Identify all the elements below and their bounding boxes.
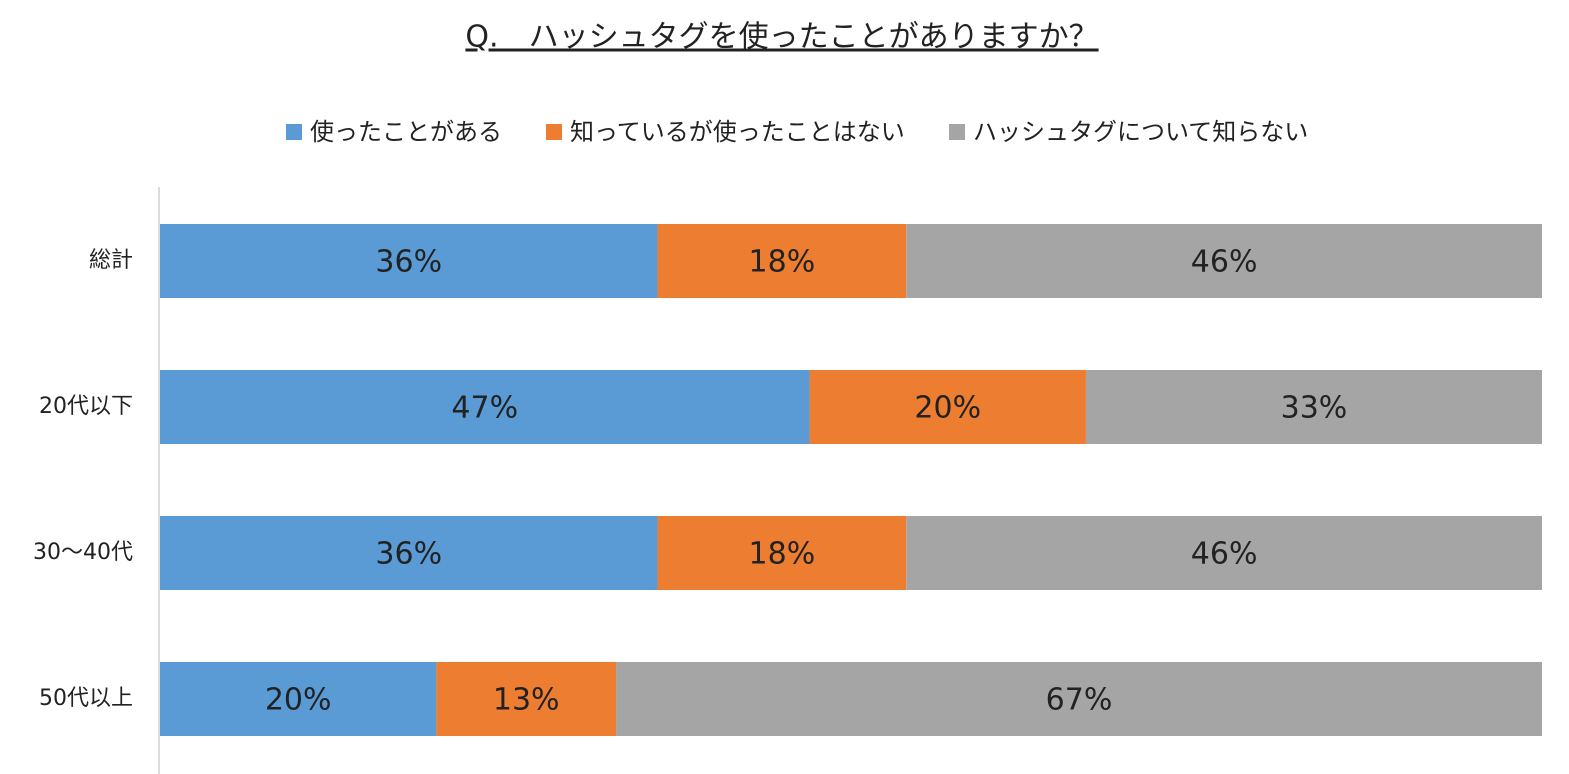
bar-segment [160,370,810,444]
bar-segment [436,662,617,736]
y-tick-label: 50代以上 [39,686,133,711]
bar-segment [616,662,1542,736]
y-tick-label: 30～40代 [33,540,133,565]
bar-segment [657,516,907,590]
chart-title: Q. ハッシュタグを使ったことがありますか？ [465,20,1098,55]
data-label: 46% [1191,537,1258,572]
y-tick-label: 総計 [89,248,133,273]
bar-segment [657,224,907,298]
y-tick-label: 20代以下 [39,394,133,419]
data-label: 18% [749,245,816,280]
bar-segment [160,516,658,590]
legend-swatch [286,124,302,140]
bar-segment [160,224,658,298]
bar-segment [1085,370,1542,444]
bar-segment [906,516,1542,590]
data-label: 20% [265,683,332,718]
bar-segment [160,662,437,736]
data-label: 13% [493,683,560,718]
data-label: 47% [451,391,518,426]
data-label: 33% [1281,391,1348,426]
data-label: 46% [1191,245,1258,280]
legend-label: 使ったことがある [310,118,502,146]
legend-swatch [949,124,965,140]
bar-segment [809,370,1086,444]
bar-segment [906,224,1542,298]
data-label: 36% [375,245,442,280]
data-label: 18% [749,537,816,572]
data-label: 20% [914,391,981,426]
data-label: 36% [375,537,442,572]
legend-swatch [546,124,562,140]
data-label: 67% [1046,683,1113,718]
legend-label: ハッシュタグについて知らない [973,118,1308,146]
legend-label: 知っているが使ったことはない [570,118,905,146]
